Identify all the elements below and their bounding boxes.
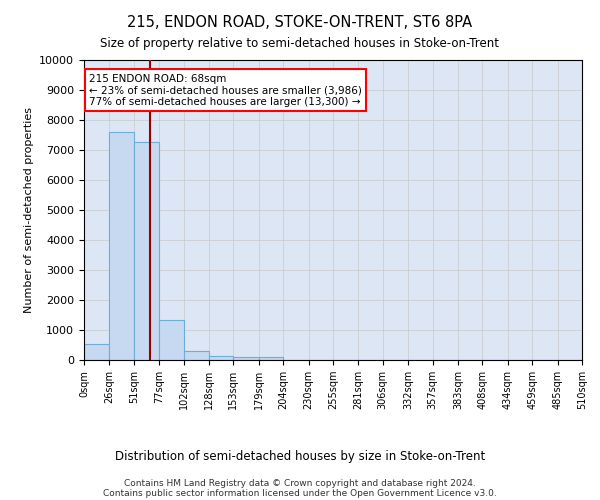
Text: 215 ENDON ROAD: 68sqm
← 23% of semi-detached houses are smaller (3,986)
77% of s: 215 ENDON ROAD: 68sqm ← 23% of semi-deta… [89, 74, 362, 106]
Bar [184, 351, 209, 360]
Bar [134, 142, 159, 360]
Text: Distribution of semi-detached houses by size in Stoke-on-Trent: Distribution of semi-detached houses by … [115, 450, 485, 463]
Bar [259, 357, 283, 360]
Bar [209, 356, 233, 360]
Bar [109, 132, 134, 360]
Text: 215, ENDON ROAD, STOKE-ON-TRENT, ST6 8PA: 215, ENDON ROAD, STOKE-ON-TRENT, ST6 8PA [127, 15, 473, 30]
Bar [159, 320, 184, 360]
Y-axis label: Number of semi-detached properties: Number of semi-detached properties [24, 107, 34, 313]
Text: Size of property relative to semi-detached houses in Stoke-on-Trent: Size of property relative to semi-detach… [101, 38, 499, 51]
Text: Contains public sector information licensed under the Open Government Licence v3: Contains public sector information licen… [103, 488, 497, 498]
Bar [233, 357, 259, 360]
Text: Contains HM Land Registry data © Crown copyright and database right 2024.: Contains HM Land Registry data © Crown c… [124, 478, 476, 488]
Bar [84, 344, 109, 360]
